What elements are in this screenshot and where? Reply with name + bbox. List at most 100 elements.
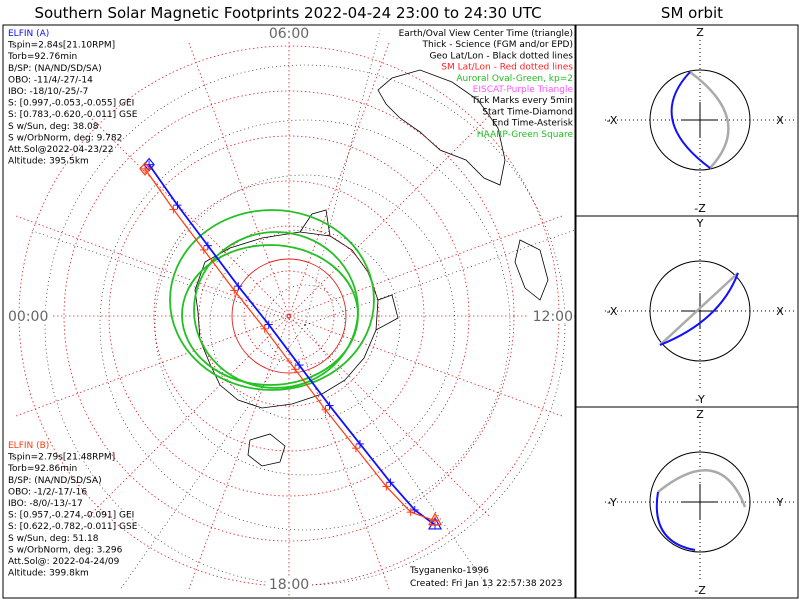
info-line: OBO: -1/2/-17/-16	[8, 487, 87, 497]
auroral-oval	[169, 209, 375, 391]
info-line: Torb=92.76min	[7, 52, 77, 62]
orbit-axis-label: -Z	[694, 584, 706, 597]
legend-line: EISCAT-Purple Triangle	[473, 85, 574, 95]
continent-outline-right	[514, 239, 549, 301]
info-line: B/SP: (NA/ND/SD/SA)	[8, 476, 102, 486]
info-line: OBO: -11/4/-27/-14	[8, 75, 93, 85]
track-tick	[321, 405, 330, 414]
mlt-labels: 06:00 00:00 12:00 18:00	[5, 26, 574, 593]
track-tick	[382, 482, 391, 491]
track-elfin-b	[144, 168, 436, 522]
legend-line: HAARP-Green Square	[477, 130, 574, 140]
orbit-axis-label: Z	[696, 408, 704, 421]
track-tick	[203, 241, 212, 250]
orbit-axis-label: X	[776, 305, 784, 318]
legend-line: Geo Lat/Lon - Black dotted lines	[429, 51, 573, 61]
end-triangle	[428, 516, 443, 530]
footprint-tracks	[139, 157, 443, 530]
info-line: Altitude: 395.5km	[8, 157, 89, 167]
mlt-label-left: 00:00	[8, 309, 48, 325]
sm-orbit-panels: Z -Z -X X Y -Y -X X Z -Z -Y Y	[575, 24, 799, 599]
polar-plot-frame	[2, 24, 576, 599]
track-tick	[260, 324, 269, 333]
footer-credit: Tsyganenko-1996	[409, 566, 489, 576]
info-line: S w/Sun, deg: 38.08	[8, 122, 99, 132]
orbit-axis-label: -Z	[694, 202, 706, 215]
track-tick	[431, 516, 440, 525]
sm-grid	[5, 30, 575, 598]
track-tick	[355, 439, 364, 448]
track-tick	[141, 164, 150, 173]
track-tick	[169, 205, 178, 214]
track-tick	[264, 320, 273, 329]
orbit-frame	[575, 24, 799, 599]
legend-line: Auroral Oval-Green, kp=2	[456, 74, 573, 84]
orbit-panel: Z -Z -X X	[605, 26, 795, 215]
orbit-path	[670, 71, 711, 169]
track-tick	[199, 245, 208, 254]
info-line: B/SP: (NA/ND/SD/SA)	[8, 64, 102, 74]
elfin-b-info: ELFIN (B) Tspin=2.79s[21.48RPM]Torb=92.86…	[7, 441, 138, 579]
track-tick	[295, 361, 304, 370]
info-line: S: [0.622,-0.782,-0.011] GSE	[8, 522, 138, 532]
orbit-panel: Y -Y -X X	[605, 217, 795, 406]
legend-line: Tick Marks every 5min	[471, 96, 573, 106]
orbit-axis-label: Z	[696, 26, 704, 39]
info-line: IBO: -8/0/-13/-17	[8, 499, 83, 509]
mlt-label-top: 06:00	[269, 26, 309, 42]
info-line: S w/Sun, deg: 51.18	[8, 534, 99, 544]
elfin-a-info: ELFIN (A) Tspin=2.84s[21.10RPM]Torb=92.76…	[7, 29, 138, 167]
main-title: Southern Solar Magnetic Footprints 2022-…	[34, 4, 541, 22]
info-line: Tspin=2.79s[21.48RPM]	[7, 453, 115, 463]
orbit-path	[657, 469, 747, 508]
footer-created: Created: Fri Jan 13 22:57:38 2023	[410, 579, 562, 589]
orbit-axis-label: Y	[776, 496, 784, 509]
orbit-axis-label: Y	[696, 217, 704, 230]
track-tick	[325, 401, 334, 410]
track-tick	[386, 478, 395, 487]
info-line: S: [0.957,-0.274,-0.091] GEI	[8, 511, 134, 521]
orbit-axis-label: -Y	[695, 393, 705, 406]
orbit-path	[659, 272, 739, 346]
track-tick	[173, 201, 182, 210]
sm-inner-circle	[231, 258, 347, 374]
legend-line: Earth/Oval View Center Time (triangle)	[399, 29, 573, 39]
continent-outline-upper	[377, 69, 506, 186]
orbit-axis-label: -Y	[607, 496, 617, 509]
track-tick	[230, 286, 239, 295]
info-line: S w/OrbNorm, deg: 9.782	[8, 133, 122, 143]
info-line: IBO: -18/10/-25/-7	[8, 87, 88, 97]
info-line: S: [0.997,-0.053,-0.055] GEI	[8, 99, 134, 109]
continent-outline-lower	[247, 433, 286, 467]
orbit-axis-label: -X	[607, 114, 618, 127]
legend-line: Start Time-Diamond	[482, 107, 573, 117]
legend-line: End Time-Asterisk	[492, 119, 574, 129]
info-line: Tspin=2.84s[21.10RPM]	[7, 41, 115, 51]
side-title: SM orbit	[661, 4, 723, 22]
end-triangle	[428, 512, 443, 526]
orbit-axis-label: X	[776, 114, 784, 127]
info-line: Att.Sol@2022-04-23/22	[8, 145, 113, 155]
orbit-path	[659, 272, 739, 346]
mlt-label-right: 12:00	[533, 309, 573, 325]
track-tick	[406, 508, 415, 517]
start-diamond	[139, 161, 151, 176]
info-line: Att.Sol@: 2022-04-24/09	[8, 557, 120, 567]
track-tick	[291, 365, 300, 374]
track-tick	[234, 282, 243, 291]
mlt-label-bottom: 18:00	[269, 577, 309, 593]
orbit-axis-label: -X	[607, 305, 618, 318]
satellite-name: ELFIN (A)	[8, 29, 49, 39]
track-tick	[410, 506, 419, 515]
orbit-path	[689, 70, 730, 169]
info-line: S: [0.783,-0.620,-0.011] GSE	[8, 110, 138, 120]
info-line: S w/OrbNorm, deg: 3.296	[8, 545, 123, 555]
legend: Earth/Oval View Center Time (triangle)Th…	[399, 29, 574, 140]
track-tick	[351, 444, 360, 453]
legend-line: Thick - Science (FGM and/or EPD)	[422, 40, 573, 50]
info-line: Torb=92.86min	[7, 464, 77, 474]
legend-line: SM Lat/Lon - Red dotted lines	[441, 63, 573, 73]
satellite-name: ELFIN (B)	[8, 441, 49, 451]
orbit-path	[655, 491, 696, 551]
